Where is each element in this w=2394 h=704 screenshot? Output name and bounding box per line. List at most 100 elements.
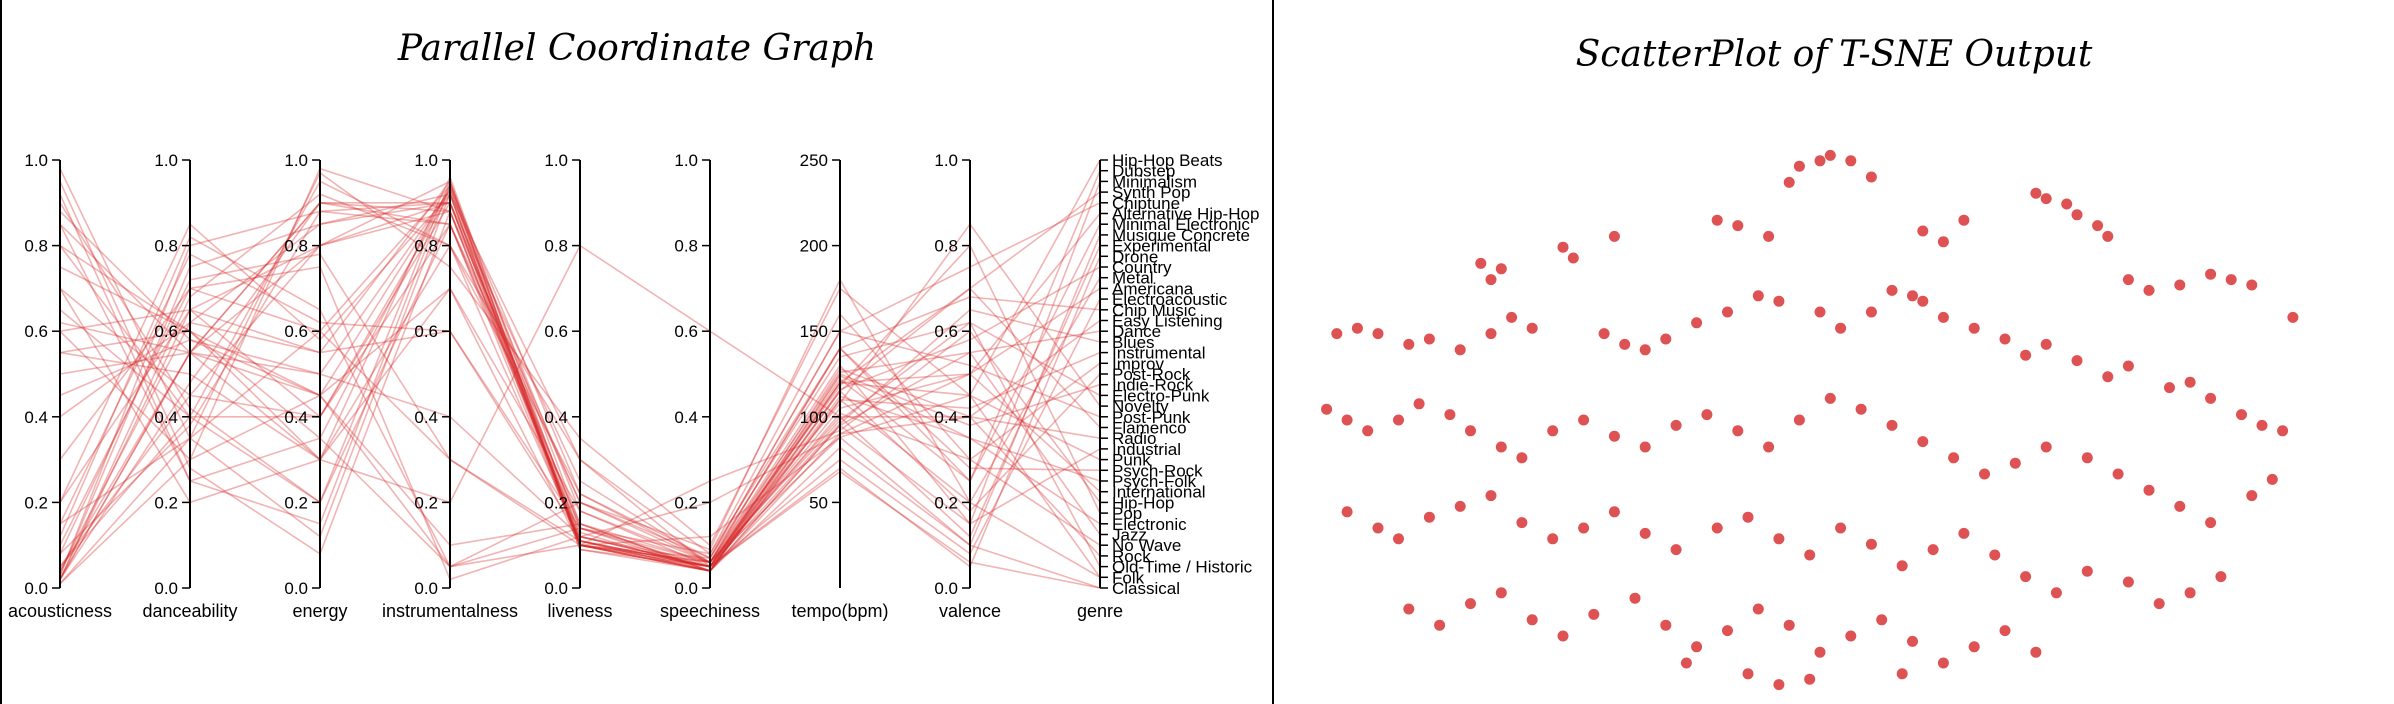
tsne-point[interactable] (2122, 360, 2134, 372)
tsne-point[interactable] (1495, 587, 1507, 599)
tsne-point[interactable] (1608, 230, 1620, 242)
tsne-point[interactable] (2205, 392, 2217, 404)
tsne-point[interactable] (1362, 425, 1374, 437)
tsne-point[interactable] (1598, 328, 1610, 340)
tsne-point[interactable] (2061, 198, 2073, 210)
tsne-point[interactable] (1629, 592, 1641, 604)
tsne-point[interactable] (1588, 608, 1600, 620)
tsne-point[interactable] (1907, 635, 1918, 647)
tsne-point[interactable] (1485, 490, 1497, 502)
tsne-point[interactable] (1526, 614, 1538, 626)
tsne-point[interactable] (1896, 668, 1908, 680)
tsne-point[interactable] (2020, 571, 2032, 583)
tsne-point[interactable] (2092, 220, 2104, 232)
tsne-point[interactable] (1578, 522, 1590, 534)
tsne-point[interactable] (1763, 230, 1775, 242)
tsne-point[interactable] (1454, 500, 1466, 512)
tsne-point[interactable] (2205, 268, 2217, 280)
tsne-point[interactable] (1968, 641, 1980, 653)
tsne-point[interactable] (2153, 598, 2165, 610)
tsne-point[interactable] (2287, 311, 2299, 323)
tsne-point[interactable] (2102, 371, 2114, 383)
tsne-point[interactable] (1793, 414, 1805, 426)
tsne-point[interactable] (2081, 565, 2093, 577)
tsne-point[interactable] (1783, 176, 1795, 188)
tsne-point[interactable] (1444, 409, 1456, 421)
tsne-point[interactable] (1660, 333, 1672, 345)
tsne-point[interactable] (1691, 641, 1703, 653)
tsne-point[interactable] (1578, 414, 1590, 426)
tsne-point[interactable] (2143, 484, 2155, 496)
tsne-point[interactable] (1608, 506, 1620, 518)
tsne-point[interactable] (1639, 527, 1651, 539)
tsne-point[interactable] (1937, 236, 1949, 248)
tsne-point[interactable] (1958, 527, 1970, 539)
tsne-point[interactable] (1321, 403, 1333, 415)
tsne-point[interactable] (1341, 414, 1353, 426)
tsne-point[interactable] (1608, 430, 1620, 442)
tsne-point[interactable] (1814, 646, 1826, 658)
tsne-point[interactable] (1434, 619, 1446, 631)
tsne-point[interactable] (2256, 419, 2268, 431)
tsne-point[interactable] (1526, 322, 1538, 334)
tsne-point[interactable] (1824, 392, 1836, 404)
tsne-point[interactable] (1845, 155, 1857, 167)
tsne-point[interactable] (1495, 441, 1507, 453)
tsne-point[interactable] (1804, 673, 1816, 685)
tsne-point[interactable] (1454, 344, 1466, 356)
tsne-point[interactable] (1732, 220, 1744, 232)
tsne-point[interactable] (2174, 500, 2186, 512)
tsne-point[interactable] (1670, 419, 1682, 431)
tsne-point[interactable] (1516, 452, 1528, 464)
tsne-point[interactable] (2164, 382, 2175, 394)
tsne-point[interactable] (1547, 533, 1559, 545)
tsne-point[interactable] (1927, 544, 1939, 556)
tsne-point[interactable] (1393, 414, 1404, 426)
tsne-point[interactable] (1742, 668, 1754, 680)
tsne-point[interactable] (1680, 657, 1692, 669)
tsne-point[interactable] (2040, 338, 2052, 350)
tsne-point[interactable] (1351, 322, 1363, 334)
tsne-point[interactable] (1876, 614, 1888, 626)
tsne-point[interactable] (1516, 517, 1528, 529)
tsne-point[interactable] (1917, 436, 1929, 448)
tsne-point[interactable] (1465, 425, 1476, 437)
tsne-point[interactable] (1393, 533, 1404, 545)
tsne-point[interactable] (1835, 522, 1847, 534)
tsne-point[interactable] (2040, 441, 2052, 453)
tsne-point[interactable] (1886, 419, 1898, 431)
tsne-point[interactable] (1752, 290, 1764, 302)
tsne-point[interactable] (1557, 241, 1569, 253)
tsne-point[interactable] (2184, 376, 2196, 388)
tsne-point[interactable] (1865, 306, 1877, 318)
tsne-point[interactable] (1937, 311, 1949, 323)
tsne-point[interactable] (2277, 425, 2289, 437)
tsne-point[interactable] (1917, 225, 1929, 237)
tsne-point[interactable] (1865, 171, 1877, 183)
tsne-point[interactable] (1341, 506, 1353, 518)
tsne-point[interactable] (2102, 230, 2114, 242)
tsne-point[interactable] (2184, 587, 2196, 599)
tsne-point[interactable] (1917, 295, 1929, 307)
tsne-point[interactable] (1814, 155, 1826, 167)
tsne-point[interactable] (1423, 511, 1435, 523)
tsne-point[interactable] (1506, 311, 1518, 323)
tsne-point[interactable] (1485, 328, 1497, 340)
tsne-point[interactable] (1907, 290, 1918, 302)
tsne-point[interactable] (1773, 679, 1785, 691)
tsne-point[interactable] (1403, 338, 1415, 350)
tsne-point[interactable] (1639, 344, 1651, 356)
tsne-point[interactable] (1372, 522, 1384, 534)
tsne-point[interactable] (1619, 338, 1631, 350)
tsne-point[interactable] (1557, 630, 1569, 642)
tsne-point[interactable] (2030, 187, 2042, 199)
tsne-point[interactable] (1752, 603, 1764, 615)
tsne-point[interactable] (1475, 257, 1487, 269)
tsne-point[interactable] (1639, 441, 1651, 453)
tsne-point[interactable] (1547, 425, 1559, 437)
tsne-point[interactable] (1989, 549, 2001, 561)
tsne-point[interactable] (1711, 522, 1723, 534)
tsne-point[interactable] (1485, 274, 1497, 286)
tsne-point[interactable] (2143, 284, 2155, 296)
tsne-point[interactable] (2266, 473, 2278, 485)
